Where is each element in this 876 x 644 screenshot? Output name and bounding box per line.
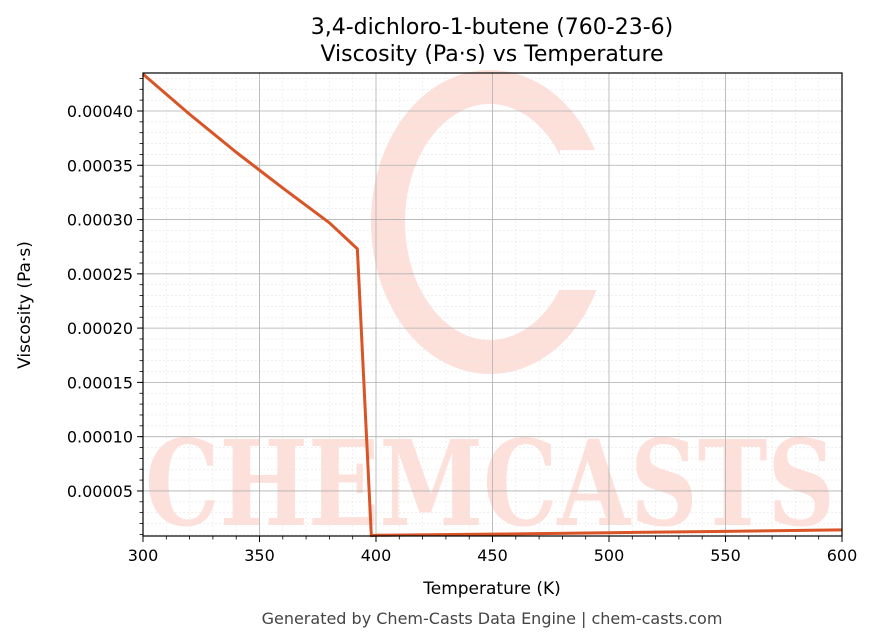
footer-credit: Generated by Chem-Casts Data Engine | ch… xyxy=(262,609,723,628)
y-axis-label: Viscosity (Pa·s) xyxy=(15,241,35,369)
watermark-logo-mark xyxy=(371,70,630,374)
watermark-text: CHEMCASTS xyxy=(145,414,835,553)
x-tick-label: 300 xyxy=(128,546,159,565)
x-tick-label: 600 xyxy=(827,546,858,565)
x-tick-label: 500 xyxy=(594,546,625,565)
y-tick-labels: 0.00005 0.00010 0.00015 0.00020 0.00025 0.000… xyxy=(67,102,133,501)
watermark: CHEMCASTS xyxy=(145,70,835,553)
y-tick-label: 0.00025 xyxy=(67,265,133,284)
x-axis-label: Temperature (K) xyxy=(422,579,561,599)
y-tick-label: 0.00020 xyxy=(67,319,133,338)
y-tick-label: 0.00005 xyxy=(67,482,133,501)
x-tick-labels: 300 350 400 450 500 550 600 xyxy=(128,546,858,565)
chart-subtitle: Viscosity (Pa·s) vs Temperature xyxy=(320,42,663,67)
x-tick-label: 450 xyxy=(477,546,508,565)
x-tick-label: 550 xyxy=(710,546,741,565)
y-tick-label: 0.00030 xyxy=(67,211,133,230)
y-tick-label: 0.00035 xyxy=(67,156,133,175)
series-line xyxy=(142,72,843,538)
series-group xyxy=(142,72,843,538)
chart-title: 3,4-dichloro-1-butene (760-23-6) xyxy=(311,15,673,40)
y-tick-label: 0.00040 xyxy=(67,102,133,121)
y-tick-label: 0.00015 xyxy=(67,373,133,392)
x-tick-label: 350 xyxy=(244,546,275,565)
axis-ticks xyxy=(137,78,843,542)
x-tick-label: 400 xyxy=(361,546,392,565)
y-tick-label: 0.00010 xyxy=(67,428,133,447)
